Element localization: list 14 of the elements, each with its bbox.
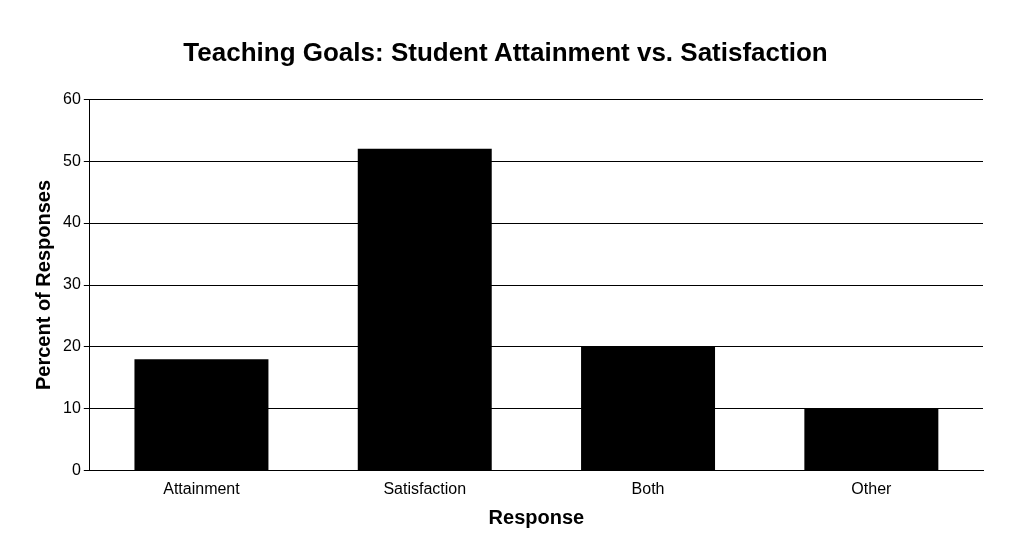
y-tick-label: 0	[71, 461, 81, 479]
y-tick-label: 20	[63, 337, 81, 355]
y-tick-label: 50	[63, 151, 81, 169]
x-tick-label: Satisfaction	[383, 479, 467, 497]
y-axis-title: Percent of Responses	[31, 179, 54, 391]
x-tick-label: Other	[851, 479, 893, 497]
x-axis-title: Response	[488, 505, 585, 528]
y-tick-label: 30	[63, 275, 81, 293]
x-tick-label: Attainment	[163, 479, 241, 497]
y-tick-label: 60	[63, 89, 81, 107]
x-tick-label: Both	[631, 479, 665, 497]
chart-title: Teaching Goals: Student Attainment vs. Satisfaction	[183, 36, 828, 67]
y-tick-label: 10	[63, 399, 81, 417]
y-tick-label: 40	[63, 213, 81, 231]
